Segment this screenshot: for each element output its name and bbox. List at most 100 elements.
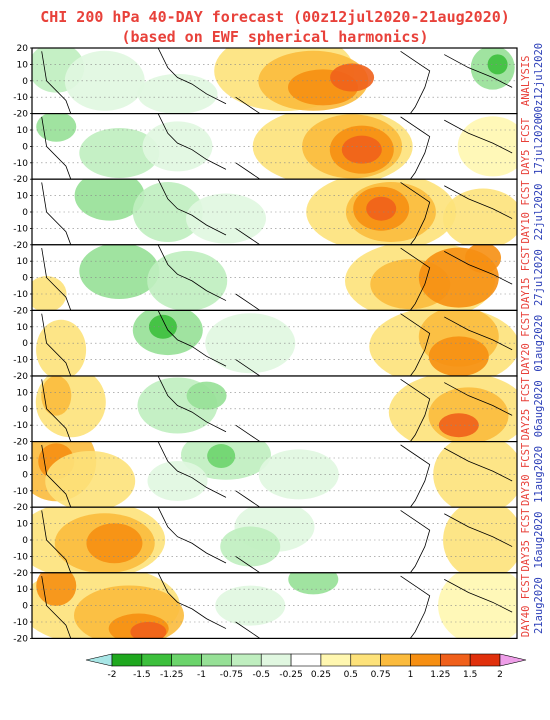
coastline <box>444 579 513 613</box>
colorbar-under-triangle <box>85 653 113 667</box>
colorbar-label: -0.25 <box>279 670 302 680</box>
coastline <box>235 359 261 376</box>
colorbar-label: -0.5 <box>252 670 270 680</box>
panel-date-label: 27jul2020 <box>533 249 545 306</box>
coastline <box>235 621 261 639</box>
anomaly-region <box>86 523 143 564</box>
coastline <box>157 244 227 301</box>
colorbar-swatch <box>320 653 352 667</box>
anomaly-region <box>147 460 208 501</box>
anomaly-region <box>205 313 296 374</box>
latitude-tick-label: 20 <box>17 44 29 54</box>
anomaly-region <box>465 244 502 273</box>
anomaly-region <box>215 585 286 626</box>
panel-name-label: DAY30 FCST <box>520 442 532 506</box>
latitude-tick-label: -10 <box>13 290 28 300</box>
latitude-tick-label: -10 <box>13 487 28 497</box>
latitude-tick-label: -10 <box>13 224 28 234</box>
panel-name-label: ANALYSIS <box>520 56 532 107</box>
coastline <box>235 293 261 311</box>
panel-name-label: DAY40 FCST <box>520 573 532 637</box>
forecast-panel: 10 0 -10 -20 DAY15 FCST 27jul2020 <box>13 244 545 316</box>
colorbar-swatch <box>260 653 292 667</box>
panel-name-label: DAY20 FCST <box>520 311 532 375</box>
colorbar-label: 1.25 <box>430 670 450 680</box>
panel-date-label: 11aug2020 <box>533 446 545 503</box>
colorbar-swatch <box>350 653 381 667</box>
panel-name-label: DAY10 FCST <box>520 180 532 244</box>
colorbar-swatch <box>201 653 232 667</box>
anomaly-region <box>32 276 67 311</box>
anomaly-region <box>428 336 489 376</box>
coastline <box>400 182 431 245</box>
anomaly-region <box>207 444 236 469</box>
latitude-tick-label: 0 <box>22 602 28 612</box>
coastline <box>235 556 261 573</box>
latitude-tick-label: -10 <box>13 93 28 103</box>
latitude-tick-label: -10 <box>13 618 28 628</box>
coastline <box>235 228 261 245</box>
coastline <box>444 382 513 416</box>
anomaly-region <box>41 376 72 416</box>
forecast-panel: 10 0 -10 -20 DAY35 FCST 16aug2020 <box>13 506 545 579</box>
anomaly-region <box>79 127 160 178</box>
panel-name-label: DAY15 FCST <box>520 245 532 309</box>
anomaly-region <box>36 319 87 376</box>
latitude-tick-label: -20 <box>13 503 28 513</box>
coastline <box>157 310 227 367</box>
coastline <box>444 316 513 351</box>
latitude-tick-label: 10 <box>17 257 29 267</box>
forecast-panel: 20 10 0 -10 -20 ANALYSIS 00z12jul2020 <box>13 43 545 120</box>
latitude-tick-label: 0 <box>22 405 28 415</box>
panel-name-label: DAY5 FCST <box>520 117 532 175</box>
coastline <box>235 424 261 442</box>
colorbar-swatch <box>111 653 143 667</box>
coastline <box>444 447 513 482</box>
latitude-tick-label: 10 <box>17 454 29 464</box>
anomaly-region <box>79 244 160 300</box>
panel-date-label: 22jul2020 <box>533 184 545 241</box>
colorbar-swatch <box>290 653 322 667</box>
coastline <box>400 378 431 442</box>
panel-name-label: DAY25 FCST <box>520 377 532 441</box>
anomaly-region <box>220 526 281 567</box>
latitude-tick-label: 10 <box>17 323 29 333</box>
coastline <box>41 444 72 508</box>
colorbar: -2 -1.5 -1.25 -1 -0.75 -0.5 -0.25 0.25 0.5 0.75 1 1… <box>85 653 527 680</box>
anomaly-region <box>147 250 228 311</box>
coastline <box>444 185 513 219</box>
forecast-panel: 10 0 -10 -20 DAY30 FCST 11aug2020 <box>13 441 545 513</box>
coastline <box>157 441 227 498</box>
coastline <box>444 54 513 88</box>
latitude-tick-label: 0 <box>22 77 28 87</box>
latitude-tick-label: -20 <box>13 372 28 382</box>
colorbar-swatch <box>469 653 501 667</box>
latitude-tick-label: -10 <box>13 421 28 431</box>
coastline <box>400 247 431 311</box>
latitude-tick-label: -20 <box>13 634 28 644</box>
anomaly-region <box>186 193 266 244</box>
colorbar-label: 2 <box>497 670 503 680</box>
latitude-tick-label: 10 <box>17 585 29 595</box>
latitude-tick-label: -10 <box>13 356 28 366</box>
anomaly-region <box>330 63 375 92</box>
latitude-tick-label: 0 <box>22 536 28 546</box>
anomaly-region <box>74 179 145 221</box>
latitude-tick-label: -20 <box>13 175 28 185</box>
coastline <box>157 113 227 170</box>
coastline <box>400 50 431 114</box>
latitude-tick-label: -20 <box>13 306 28 316</box>
colorbar-label: 1 <box>408 670 414 680</box>
colorbar-label: -2 <box>108 670 117 680</box>
panel-date-label: 17jul2020 <box>533 118 545 175</box>
latitude-tick-label: -10 <box>13 552 28 562</box>
anomaly-region <box>443 507 517 573</box>
latitude-tick-label: 10 <box>17 388 29 398</box>
anomaly-region <box>443 188 517 245</box>
colorbar-label: -1 <box>197 670 206 680</box>
anomaly-region <box>130 621 167 639</box>
latitude-tick-label: -20 <box>13 110 28 120</box>
coastline <box>235 490 261 508</box>
coastline <box>41 182 72 245</box>
coastline <box>400 510 431 573</box>
